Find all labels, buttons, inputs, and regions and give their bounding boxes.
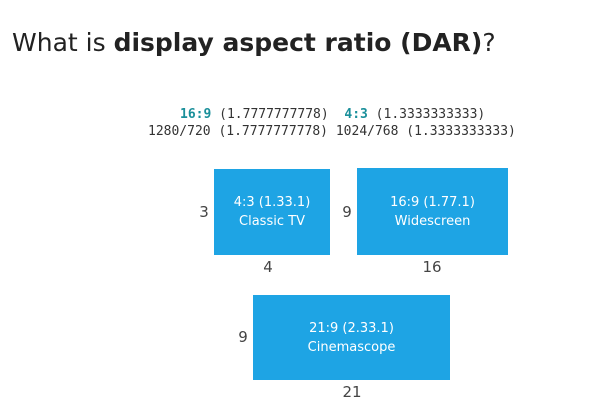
box: 21:9 (2.33.1) Cinemascope <box>253 295 450 380</box>
box-ratio: 4:3 (1.33.1) <box>233 195 311 210</box>
box-ratio: 16:9 (1.77.1) <box>390 194 475 210</box>
box-name: Cinemascope <box>307 339 396 355</box>
code-segment: 4:3 <box>344 107 368 122</box>
box-width: 21 <box>342 383 362 401</box>
box-name: Classic TV <box>239 214 305 229</box>
box-width: 16 <box>422 258 442 276</box>
box: 4:3 (1.33.1) Classic TV <box>214 169 330 255</box>
title-prefix: What is <box>12 28 114 57</box>
code-line: 16:9 (1.7777777778) 4:3 (1.3333333333) <box>180 107 485 122</box>
code-line: 1280/720 (1.7777777778) 1024/768 (1.3333… <box>148 124 516 139</box>
box-height: 9 <box>342 203 352 221</box>
code-segment: (1.3333333333) <box>367 107 486 122</box>
box-ratio: 21:9 (2.33.1) <box>309 320 394 336</box>
box-height: 3 <box>199 203 209 221</box>
title-suffix: ? <box>482 28 496 57</box>
code-segment: 16:9 <box>180 107 212 122</box>
box-name: Widescreen <box>394 213 471 229</box>
box-height: 9 <box>238 328 248 346</box>
code-segment: (1.7777777778) <box>211 107 345 122</box>
box: 16:9 (1.77.1) Widescreen <box>357 168 508 255</box>
title-bold: display aspect ratio (DAR) <box>113 28 483 57</box>
box-width: 4 <box>263 258 273 276</box>
title: What is display aspect ratio (DAR)? <box>12 28 496 57</box>
